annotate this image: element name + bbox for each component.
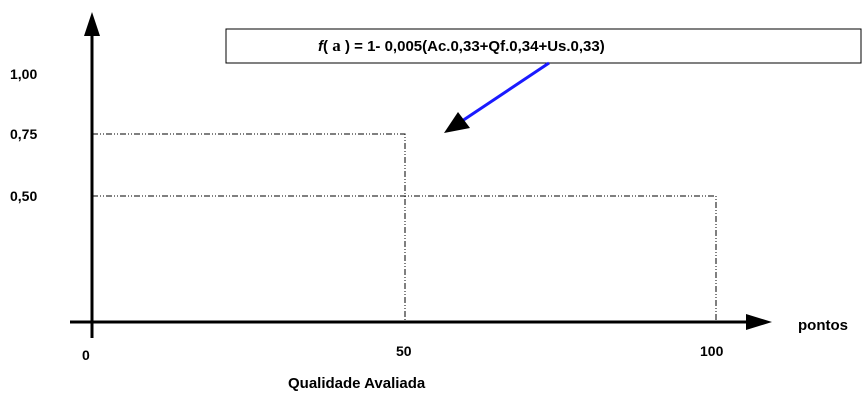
formula-text: f( a ) = 1- 0,005(Ac.0,33+Qf.0,34+Us.0,3… [318,36,605,55]
x-unit-label: pontos [798,317,848,334]
formula-open-paren: ( [323,38,328,55]
formula-rest: ) = 1- 0,005(Ac.0,33+Qf.0,34+Us.0,33) [345,38,605,55]
x-axis-arrowhead [746,314,772,330]
x-tick-label-100: 100 [700,343,724,359]
y-tick-label-0-75: 0,75 [10,126,37,142]
y-tick-label-0-50: 0,50 [10,188,37,204]
y-tick-label-1-00: 1,00 [10,66,37,82]
y-axis-arrowhead [84,12,100,36]
formula-func: f [318,38,325,55]
formula-box [225,28,862,64]
pointer-arrowhead [444,112,470,133]
pointer-arrow [461,61,550,123]
guide-level-0-75 [92,133,406,322]
formula-arg: a [328,36,345,55]
x-tick-label-0: 0 [82,347,90,363]
x-axis-title: Qualidade Avaliada [288,375,426,392]
guide-level-0-50 [92,195,717,322]
x-tick-label-50: 50 [396,343,412,359]
